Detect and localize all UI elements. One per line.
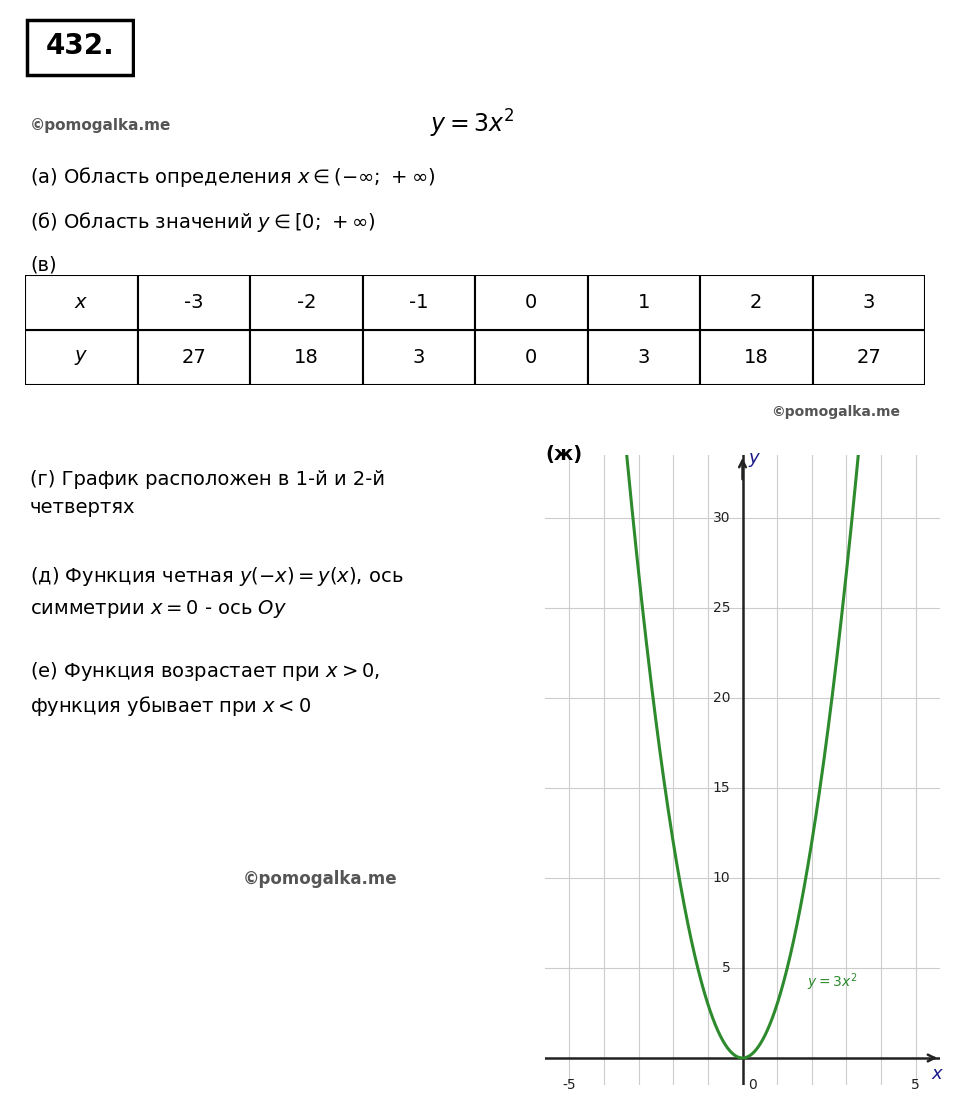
Text: 18: 18	[744, 348, 769, 367]
Text: 10: 10	[712, 871, 731, 885]
FancyBboxPatch shape	[27, 20, 132, 75]
Text: $y = 3x^2$: $y = 3x^2$	[430, 108, 515, 140]
Text: 3: 3	[637, 348, 650, 367]
Bar	[363, 275, 475, 330]
Text: 5: 5	[722, 961, 731, 975]
Text: 1: 1	[637, 293, 650, 312]
Text: $y$: $y$	[748, 452, 761, 470]
Bar	[475, 330, 588, 385]
Text: 432.: 432.	[46, 32, 114, 60]
Bar	[25, 330, 137, 385]
Text: 3: 3	[863, 293, 875, 312]
Bar	[475, 275, 588, 330]
Bar	[588, 275, 700, 330]
Text: (в): (в)	[30, 255, 57, 274]
Text: 0: 0	[749, 1077, 757, 1092]
Text: ©pomogalka.me: ©pomogalka.me	[243, 870, 397, 888]
Text: ©pomogalka.me: ©pomogalka.me	[30, 118, 172, 133]
Text: 18: 18	[294, 348, 319, 367]
Text: 27: 27	[856, 348, 881, 367]
Bar	[588, 330, 700, 385]
Text: (г) График расположен в 1-й и 2-й
четвертях: (г) График расположен в 1-й и 2-й четвер…	[30, 470, 385, 517]
Text: 5: 5	[911, 1077, 920, 1092]
Bar	[700, 275, 812, 330]
Bar	[700, 330, 812, 385]
Text: 27: 27	[181, 348, 206, 367]
Bar	[137, 275, 250, 330]
Text: $y$: $y$	[74, 348, 88, 367]
Text: (ж): (ж)	[545, 445, 582, 464]
Text: 0: 0	[525, 293, 538, 312]
Text: (д) Функция четная $y(-x) = y(x)$, ось
симметрии $x = 0$ - ось $Oy$: (д) Функция четная $y(-x) = y(x)$, ось с…	[30, 565, 403, 620]
Text: ©pomogalka.me: ©pomogalka.me	[771, 406, 900, 419]
Text: -3: -3	[184, 293, 204, 312]
Text: 25: 25	[713, 601, 731, 615]
Text: -2: -2	[297, 293, 316, 312]
Bar	[25, 275, 137, 330]
Text: $y = 3x^2$: $y = 3x^2$	[806, 971, 857, 993]
Text: (б) Область значений $y \in [0;\, +\infty)$: (б) Область значений $y \in [0;\, +\inft…	[30, 210, 375, 234]
Text: 30: 30	[713, 511, 731, 525]
Bar	[250, 275, 363, 330]
Bar	[137, 330, 250, 385]
Bar	[812, 330, 925, 385]
Text: 20: 20	[713, 691, 731, 705]
Text: -1: -1	[409, 293, 428, 312]
Text: $x$: $x$	[74, 293, 88, 312]
Text: (а) Область определения $x \in (-\infty;\, +\infty)$: (а) Область определения $x \in (-\infty;…	[30, 165, 435, 189]
Bar	[812, 275, 925, 330]
Text: 0: 0	[525, 348, 538, 367]
Text: -5: -5	[563, 1077, 576, 1092]
Text: $x$: $x$	[930, 1065, 944, 1083]
Text: (е) Функция возрастает при $x > 0$,
функция убывает при $x < 0$: (е) Функция возрастает при $x > 0$, функ…	[30, 660, 380, 718]
Bar	[250, 330, 363, 385]
Text: 3: 3	[413, 348, 425, 367]
Bar	[363, 330, 475, 385]
Text: 2: 2	[750, 293, 762, 312]
Text: 15: 15	[712, 781, 731, 794]
